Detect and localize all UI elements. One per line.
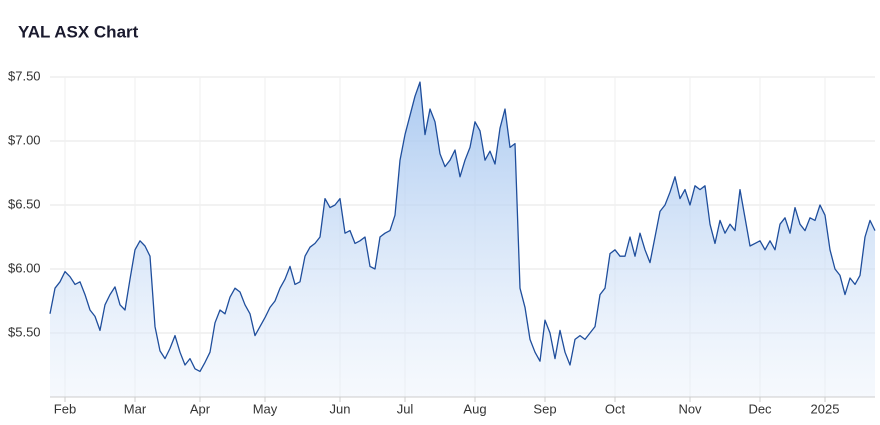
- x-tick-label: Feb: [54, 401, 76, 416]
- x-tick-label: Jul: [397, 401, 414, 416]
- x-tick-label: Apr: [190, 401, 211, 416]
- x-tick-label: Aug: [463, 401, 486, 416]
- y-tick-label: $5.50: [8, 324, 41, 339]
- x-tick-label: 2025: [811, 401, 840, 416]
- x-tick-label: Sep: [533, 401, 556, 416]
- y-tick-label: $6.00: [8, 260, 41, 275]
- x-tick-label: Nov: [678, 401, 702, 416]
- chart-title: YAL ASX Chart: [18, 22, 139, 41]
- price-line: [49, 81, 876, 373]
- y-tick-label: $6.50: [8, 196, 41, 211]
- x-tick-label: Oct: [605, 401, 626, 416]
- price-area: [50, 82, 875, 397]
- x-tick-label: Jun: [330, 401, 351, 416]
- x-tick-label: May: [253, 401, 278, 416]
- x-tick-label: Dec: [748, 401, 772, 416]
- y-tick-label: $7.50: [8, 68, 41, 83]
- x-tick-label: Mar: [124, 401, 147, 416]
- y-tick-label: $7.00: [8, 132, 41, 147]
